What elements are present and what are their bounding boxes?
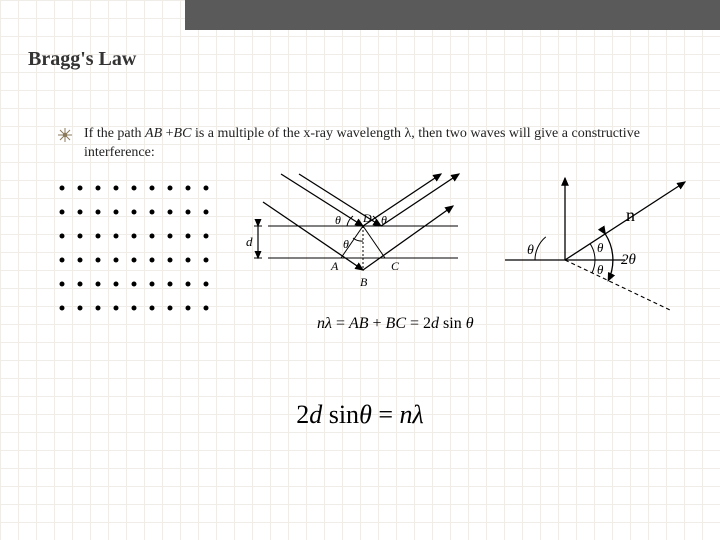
n-label: n [626,205,635,226]
svg-text:2θ: 2θ [621,252,637,268]
eq-2: 2 [296,400,309,429]
eq-plus: + [369,315,386,332]
eq-theta: θ [359,400,372,429]
svg-text:B: B [360,275,368,289]
eq-bc: BC [386,315,406,332]
text-fragment: + [162,126,173,141]
svg-text:θ: θ [527,243,534,258]
svg-text:C: C [391,259,400,273]
svg-text:θ: θ [597,262,604,277]
svg-text:θ: θ [597,240,604,255]
eq-theta: θ [466,315,474,332]
eq-ab: AB [349,315,369,332]
page-title: Bragg's Law [28,48,136,71]
eq-n: n [317,315,325,332]
bullet-text: If the path AB +BC is a multiple of the … [84,125,690,163]
two-theta-diagram: θθθ2θ [500,170,690,320]
svg-text:A: A [330,259,339,273]
svg-text:D: D [362,211,372,225]
lattice-diagram [50,178,225,328]
svg-text:θ: θ [343,237,349,251]
eq-d: d [309,400,322,429]
svg-text:θ: θ [335,213,341,227]
eq-sin: sin [322,400,359,429]
text-fragment: If the path [84,126,145,141]
bullet-star-icon [58,128,72,142]
text-fragment: is a multiple of the x-ray wavelength [191,126,404,141]
eq-equals: = [372,400,400,429]
svg-text:d: d [246,234,253,249]
path-bc: BC [174,126,192,141]
eq-lambda: λ [413,400,424,429]
eq-lambda: λ [325,315,332,332]
eq-sin: sin [439,315,466,332]
eq-equals: = [332,315,349,332]
equation-bragg-law: 2d sinθ = nλ [296,400,424,430]
eq-n: n [400,400,413,429]
eq-2: = 2 [406,315,431,332]
svg-text:θ: θ [381,213,387,227]
top-bar [185,0,720,30]
bullet-point: If the path AB +BC is a multiple of the … [58,125,690,163]
eq-d: d [431,315,439,332]
equation-nlambda: nλ = AB + BC = 2d sin θ [317,315,474,333]
path-ab: AB [145,126,162,141]
